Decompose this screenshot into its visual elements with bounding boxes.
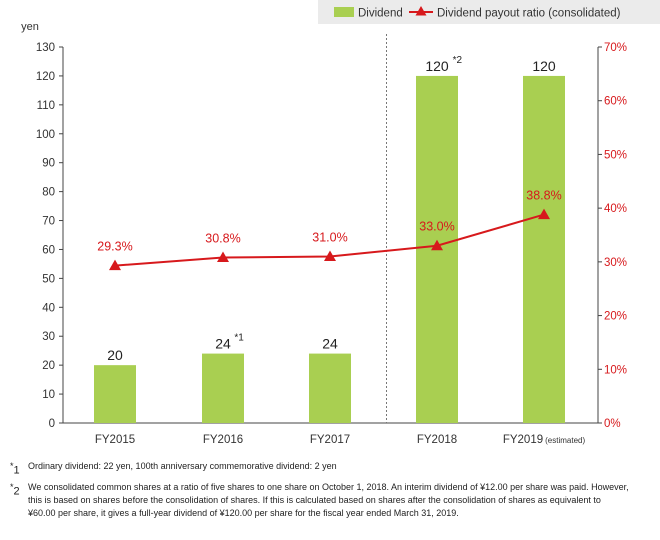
bar-dividend	[202, 353, 244, 423]
x-tick-label: FY2015	[95, 434, 135, 446]
axes: yen 0 10 20 30 40 50 60 70 80 90 100 110 120 130 0% 10% 2…	[21, 21, 627, 446]
y-right-tick-label: 60%	[604, 96, 627, 108]
y-right-tick-label: 50%	[604, 149, 627, 161]
bar-value-note: *1	[234, 333, 244, 344]
y-left-tick-label: 50	[42, 273, 55, 285]
y-left-tick-label: 40	[42, 302, 55, 314]
y-left-tick-label: 130	[36, 42, 55, 54]
ratio-value-label: 38.8%	[526, 189, 561, 203]
legend-swatch-ratio-marker	[415, 6, 427, 16]
bar-value-label: 120	[532, 58, 556, 74]
footnote-mark: *1	[10, 461, 20, 477]
ratio-value-label: 30.8%	[205, 232, 240, 246]
y-left-tick-label: 110	[37, 100, 55, 112]
x-tick-label-name: FY2016	[203, 434, 243, 446]
footnote-mark: *2	[10, 482, 20, 498]
x-tick-label-name: FY2017	[310, 434, 350, 446]
y-right-tick-label: 20%	[604, 311, 627, 323]
footnote-2: *2 We consolidated common shares at a ra…	[10, 481, 630, 520]
footnote-1: *1 Ordinary dividend: 22 yen, 100th anni…	[10, 460, 610, 477]
legend: Dividend Dividend payout ratio (consolida…	[318, 0, 660, 24]
bars	[94, 75, 565, 423]
ratio-value-label: 31.0%	[312, 230, 347, 244]
bar-value-label: 120	[425, 58, 449, 74]
x-tick-label: FY2016	[203, 434, 243, 446]
bar-dividend	[309, 353, 351, 423]
ratio-marker	[538, 208, 550, 220]
legend-label-dividend: Dividend	[358, 8, 403, 20]
x-tick-label-name: FY2019	[503, 434, 543, 446]
x-tick-label: FY2019 (estimated)	[503, 434, 586, 446]
y-right-tick-label: 70%	[604, 42, 627, 54]
legend-label-ratio: Dividend payout ratio (consolidated)	[437, 8, 621, 20]
ratio-marker	[217, 251, 229, 263]
y-left-tick-label: 90	[42, 158, 55, 170]
ratio-marker	[324, 250, 336, 261]
y-right-tick-label: 10%	[604, 364, 627, 376]
y-left-tick-label: 20	[42, 360, 55, 372]
y-left-tick-label: 10	[42, 389, 55, 401]
bar-value-label: 24	[322, 336, 338, 352]
y-left-tick-label: 0	[49, 418, 55, 430]
ratio-marker	[109, 259, 121, 271]
y-left-tick-label: 70	[42, 216, 55, 228]
footnote-text: We consolidated common shares at a ratio…	[28, 482, 629, 518]
ratio-marker	[431, 239, 443, 251]
x-tick-label-name: FY2015	[95, 434, 135, 446]
payout-ratio-line	[109, 208, 550, 271]
y-right-tick-label: 40%	[604, 203, 627, 215]
bar-value-note: *2	[453, 55, 463, 66]
ratio-value-label: 33.0%	[419, 220, 454, 234]
y-left-unit: yen	[21, 21, 39, 33]
x-tick-label: FY2018	[417, 434, 457, 446]
bar-dividend	[94, 365, 136, 423]
footnote-text: Ordinary dividend: 22 yen, 100th anniver…	[28, 461, 337, 471]
y-left-tick-label: 80	[42, 187, 55, 199]
dividend-chart: Dividend Dividend payout ratio (consolida…	[21, 0, 660, 446]
bar-value-label: 20	[107, 347, 123, 363]
bar-value-label: 24	[215, 336, 231, 352]
x-tick-label-suffix: (estimated)	[545, 436, 585, 445]
x-tick-label: FY2017	[310, 434, 350, 446]
y-right-tick-label: 30%	[604, 257, 627, 269]
y-left-tick-label: 60	[42, 244, 55, 256]
legend-background	[318, 0, 660, 24]
legend-swatch-dividend	[334, 7, 354, 17]
y-left-tick-label: 120	[36, 71, 55, 83]
ratio-value-label: 29.3%	[97, 240, 132, 254]
y-right-tick-label: 0%	[604, 418, 621, 430]
x-tick-label-name: FY2018	[417, 434, 457, 446]
bar-dividend	[523, 75, 565, 423]
y-left-tick-label: 100	[36, 129, 55, 141]
y-left-tick-label: 30	[42, 331, 55, 343]
